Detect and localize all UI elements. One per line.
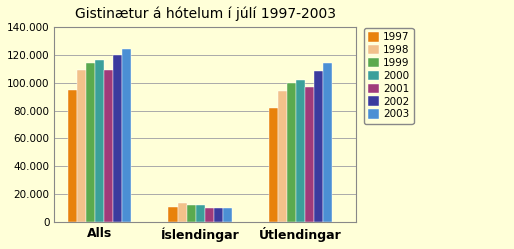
Bar	[314, 71, 323, 222]
Bar	[305, 87, 314, 222]
Bar	[278, 91, 287, 222]
Bar	[177, 203, 187, 222]
Bar	[104, 70, 113, 222]
Bar	[196, 205, 205, 222]
Bar	[323, 63, 333, 222]
Title: Gistinætur á hótelum í júlí 1997-2003: Gistinætur á hótelum í júlí 1997-2003	[75, 7, 336, 21]
Bar	[122, 49, 131, 222]
Bar	[86, 63, 95, 222]
Bar	[296, 80, 305, 222]
Bar	[205, 207, 214, 222]
Bar	[223, 207, 232, 222]
Bar	[269, 108, 278, 222]
Bar	[77, 70, 86, 222]
Bar	[95, 60, 104, 222]
Bar	[113, 55, 122, 222]
Legend: 1997, 1998, 1999, 2000, 2001, 2002, 2003: 1997, 1998, 1999, 2000, 2001, 2002, 2003	[364, 28, 414, 124]
Bar	[187, 205, 196, 222]
Bar	[68, 90, 77, 222]
Bar	[214, 207, 223, 222]
Bar	[287, 83, 296, 222]
Bar	[169, 207, 177, 222]
